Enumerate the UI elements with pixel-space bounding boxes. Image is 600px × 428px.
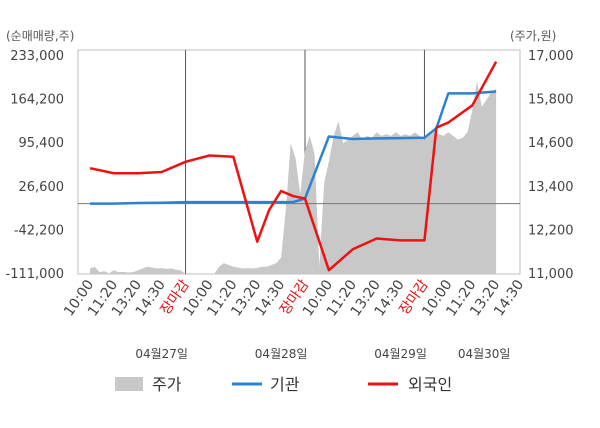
right-tick-label: 13,400 [528,180,574,195]
left-tick-label: -111,000 [6,267,64,282]
right-tick-label: 11,000 [528,267,574,282]
left-axis-unit: (순매매량,주) [6,29,74,43]
legend-label-price: 주가 [152,375,182,394]
legend-label-institution: 기관 [270,375,300,394]
left-tick-label: 164,200 [10,93,64,108]
date-label: 04월29일 [374,347,427,361]
left-tick-label: 233,000 [10,49,64,64]
price-area [90,81,497,274]
series-lines [89,61,498,272]
date-label: 04월30일 [458,347,511,361]
legend-swatch-price [115,377,143,391]
right-axis-unit: (주가,원) [510,29,556,43]
date-label: 04월27일 [135,347,188,361]
price-area-path [90,81,497,274]
institution-line [90,90,497,205]
date-label: 04월28일 [255,347,308,361]
legend-label-foreigner: 외국인 [408,375,452,394]
date-labels: 04월27일 04월28일 04월29일 04월30일 [135,347,510,361]
left-axis-ticks: 233,000 164,200 95,400 26,600 -42,200 -111,00… [6,49,64,282]
left-tick-label: 95,400 [19,136,65,151]
legend: 주가 기관 외국인 [115,375,452,394]
right-tick-label: 14,600 [528,136,574,151]
foreigner-line [89,61,498,272]
right-tick-label: 12,200 [528,223,574,238]
right-tick-label: 15,800 [528,93,574,108]
left-tick-label: -42,200 [14,223,64,238]
right-tick-label: 17,000 [528,49,574,64]
x-axis-ticks: 10:0011:2013:2014:30장마감10:0011:2013:2014… [61,277,527,319]
right-axis-ticks: 17,000 15,800 14,600 13,400 12,200 11,000 [528,49,574,282]
left-tick-label: 26,600 [19,180,65,195]
